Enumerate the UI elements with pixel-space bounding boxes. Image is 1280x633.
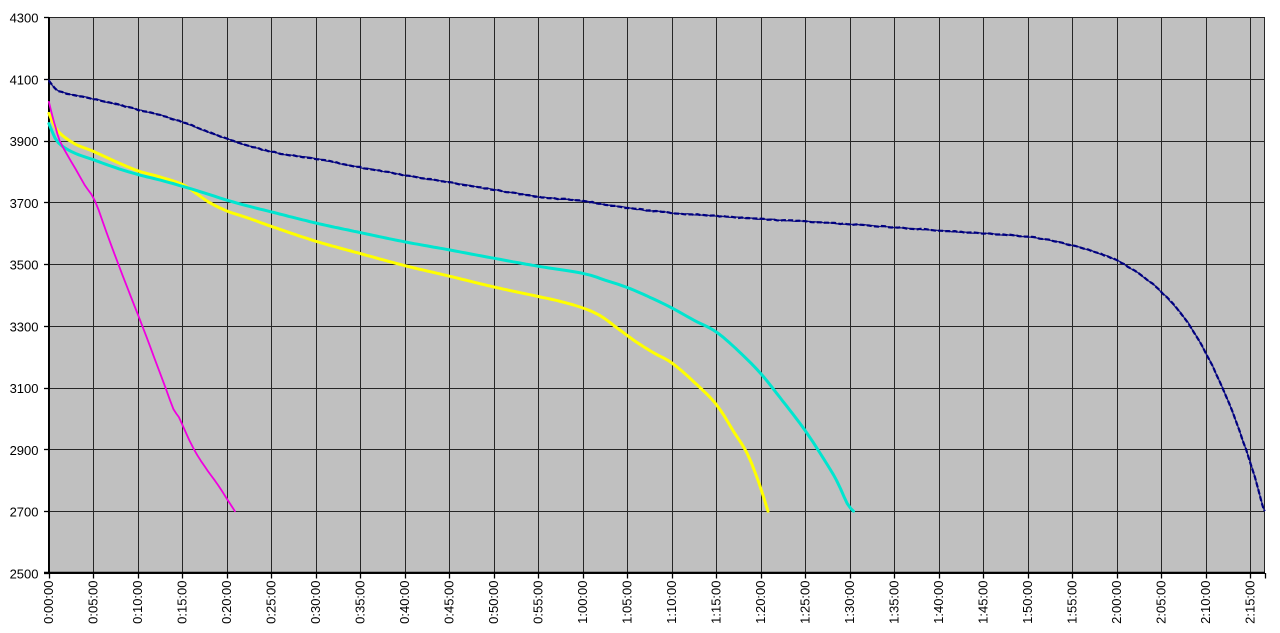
svg-text:1:15:00: 1:15:00 xyxy=(709,581,724,624)
svg-text:1:10:00: 1:10:00 xyxy=(664,581,679,624)
svg-text:3100: 3100 xyxy=(10,381,39,396)
svg-text:0:20:00: 0:20:00 xyxy=(219,581,234,624)
svg-text:1:35:00: 1:35:00 xyxy=(887,581,902,624)
svg-text:0:05:00: 0:05:00 xyxy=(86,581,101,624)
svg-text:0:10:00: 0:10:00 xyxy=(130,581,145,624)
svg-text:4300: 4300 xyxy=(10,11,39,26)
svg-text:2:05:00: 2:05:00 xyxy=(1154,581,1169,624)
svg-text:3700: 3700 xyxy=(10,196,39,211)
svg-text:2900: 2900 xyxy=(10,443,39,458)
svg-text:0:25:00: 0:25:00 xyxy=(264,581,279,624)
svg-text:2500: 2500 xyxy=(10,567,39,582)
svg-text:0:55:00: 0:55:00 xyxy=(531,581,546,624)
svg-text:1:40:00: 1:40:00 xyxy=(931,581,946,624)
svg-text:4100: 4100 xyxy=(10,72,39,87)
svg-text:2:15:00: 2:15:00 xyxy=(1243,581,1258,624)
svg-text:1:50:00: 1:50:00 xyxy=(1020,581,1035,624)
svg-text:1:30:00: 1:30:00 xyxy=(842,581,857,624)
svg-text:1:25:00: 1:25:00 xyxy=(798,581,813,624)
svg-text:2:10:00: 2:10:00 xyxy=(1198,581,1213,624)
svg-text:0:40:00: 0:40:00 xyxy=(397,581,412,624)
svg-text:3500: 3500 xyxy=(10,258,39,273)
svg-text:0:45:00: 0:45:00 xyxy=(442,581,457,624)
svg-text:1:20:00: 1:20:00 xyxy=(753,581,768,624)
svg-text:2700: 2700 xyxy=(10,505,39,520)
svg-text:0:50:00: 0:50:00 xyxy=(486,581,501,624)
svg-text:1:55:00: 1:55:00 xyxy=(1065,581,1080,624)
svg-text:1:05:00: 1:05:00 xyxy=(620,581,635,624)
svg-text:1:45:00: 1:45:00 xyxy=(976,581,991,624)
svg-text:3300: 3300 xyxy=(10,319,39,334)
svg-text:3900: 3900 xyxy=(10,134,39,149)
svg-text:2:00:00: 2:00:00 xyxy=(1109,581,1124,624)
svg-text:0:00:00: 0:00:00 xyxy=(41,581,56,624)
svg-text:0:30:00: 0:30:00 xyxy=(308,581,323,624)
svg-text:0:35:00: 0:35:00 xyxy=(353,581,368,624)
svg-text:0:15:00: 0:15:00 xyxy=(175,581,190,624)
svg-text:1:00:00: 1:00:00 xyxy=(575,581,590,624)
